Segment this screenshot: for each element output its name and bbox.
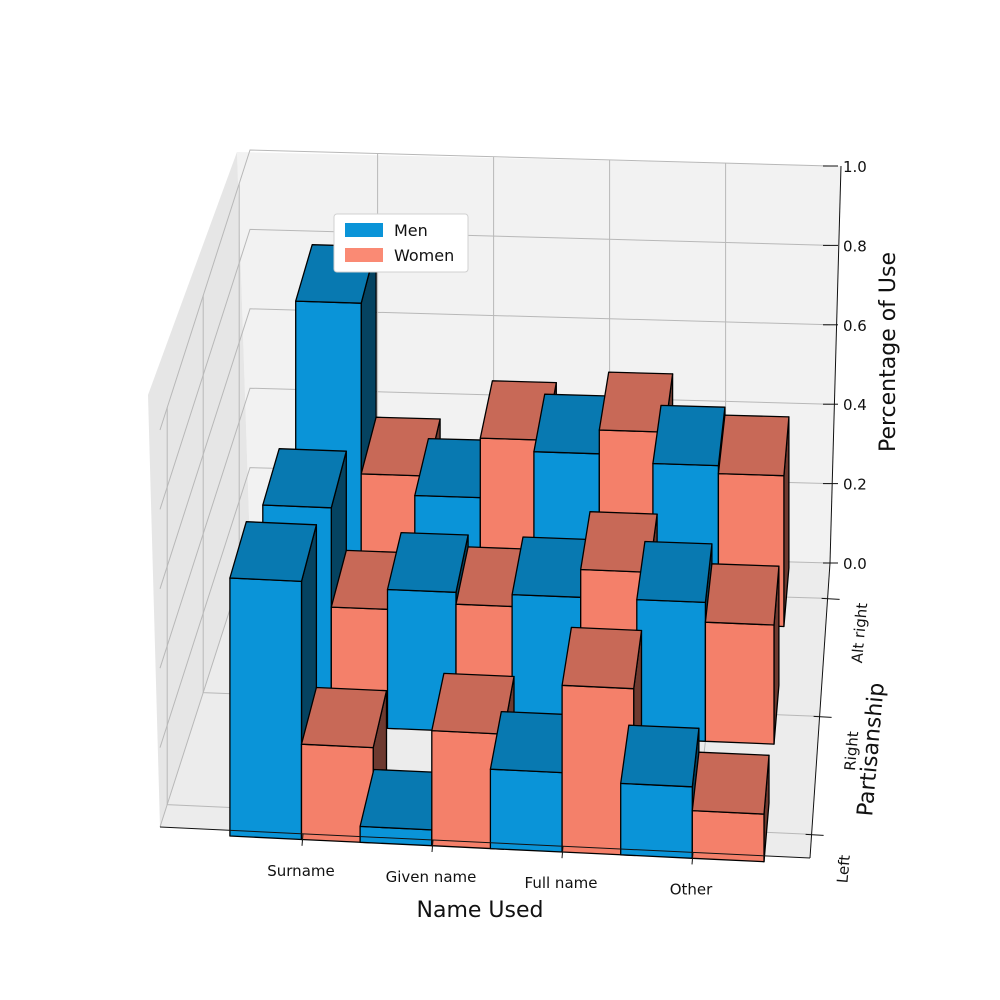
bar-top-face	[479, 380, 557, 441]
legend-swatch-men	[345, 223, 383, 237]
z-tick-label: 0.0	[843, 555, 867, 573]
bar-top-face	[580, 511, 658, 573]
bar-top-face	[386, 531, 469, 593]
legend-swatch-women	[345, 248, 383, 262]
y-tick-label: Alt right	[848, 602, 871, 664]
grid-line-z	[159, 149, 831, 431]
bar-women-other-right	[704, 563, 780, 745]
bar-men-other-left	[620, 724, 700, 859]
x-tick-label: Other	[670, 880, 713, 898]
bar-top-face	[360, 416, 441, 477]
bar-top-face	[511, 536, 591, 598]
z-tick-label: 0.4	[843, 396, 867, 414]
tick-labels: Surname Given name Full name Other Left Right…	[267, 158, 871, 898]
bars	[229, 244, 790, 863]
bar-top-face	[561, 626, 643, 690]
y-tick-mark	[821, 597, 840, 600]
bar-top-face	[229, 521, 318, 583]
legend: Men Women	[333, 213, 469, 273]
z-tick-label: 1.0	[843, 158, 867, 176]
x-tick-label: Given name	[386, 868, 477, 886]
bar-front-face	[636, 598, 707, 742]
z-tick-label: 0.6	[843, 317, 867, 335]
bar-top-face	[431, 672, 515, 735]
x-tick-mark	[561, 846, 564, 859]
x-tick-mark	[691, 852, 694, 865]
bar-top-face	[704, 563, 780, 626]
bar-top-face	[489, 710, 573, 774]
bar-front-face	[704, 621, 775, 745]
y-tick-mark	[805, 833, 824, 836]
x-tick-mark	[301, 833, 304, 846]
y-axis-title: Partisanship	[853, 682, 890, 818]
legend-label-women: Women	[394, 246, 454, 265]
left-pane	[148, 152, 250, 827]
bar-women-surname-left	[300, 686, 388, 844]
x-tick-mark	[431, 839, 434, 853]
bar-men-surname-left	[229, 521, 318, 841]
y-tick-mark	[813, 715, 832, 718]
bar-men-full-name-left	[489, 710, 573, 853]
bar-front-face	[620, 782, 693, 859]
bar-top-face	[717, 414, 790, 477]
bar-women-other-left	[691, 751, 770, 863]
z-axis-line	[829, 165, 842, 564]
z-tick-label: 0.8	[843, 237, 867, 255]
bar-men-other-right	[636, 540, 713, 742]
y-tick-label: Right	[841, 730, 862, 771]
bar-front-face	[229, 577, 303, 841]
x-axis-line	[159, 826, 811, 859]
x-tick-label: Surname	[267, 862, 334, 880]
bar-top-face	[262, 448, 347, 509]
bar-top-face	[300, 686, 388, 749]
grid-line-z	[159, 308, 831, 589]
bar-top-face	[533, 393, 610, 455]
y-axis-line	[809, 562, 831, 859]
bar-top-face	[636, 540, 713, 604]
z-tick-label: 0.2	[843, 476, 867, 494]
bar-top-face	[598, 371, 674, 433]
bar-top-face	[691, 751, 770, 815]
bar-top-face	[620, 724, 700, 788]
legend-label-men: Men	[394, 221, 428, 240]
bar-front-face	[489, 768, 563, 853]
z-axis-title: Percentage of Use	[876, 252, 901, 452]
bar-top-face	[652, 404, 726, 467]
x-tick-label: Full name	[525, 874, 598, 892]
axes	[159, 165, 842, 859]
y-tick-label: Left	[833, 854, 853, 884]
x-axis-title: Name Used	[417, 898, 544, 923]
grid-line-z	[159, 228, 831, 510]
